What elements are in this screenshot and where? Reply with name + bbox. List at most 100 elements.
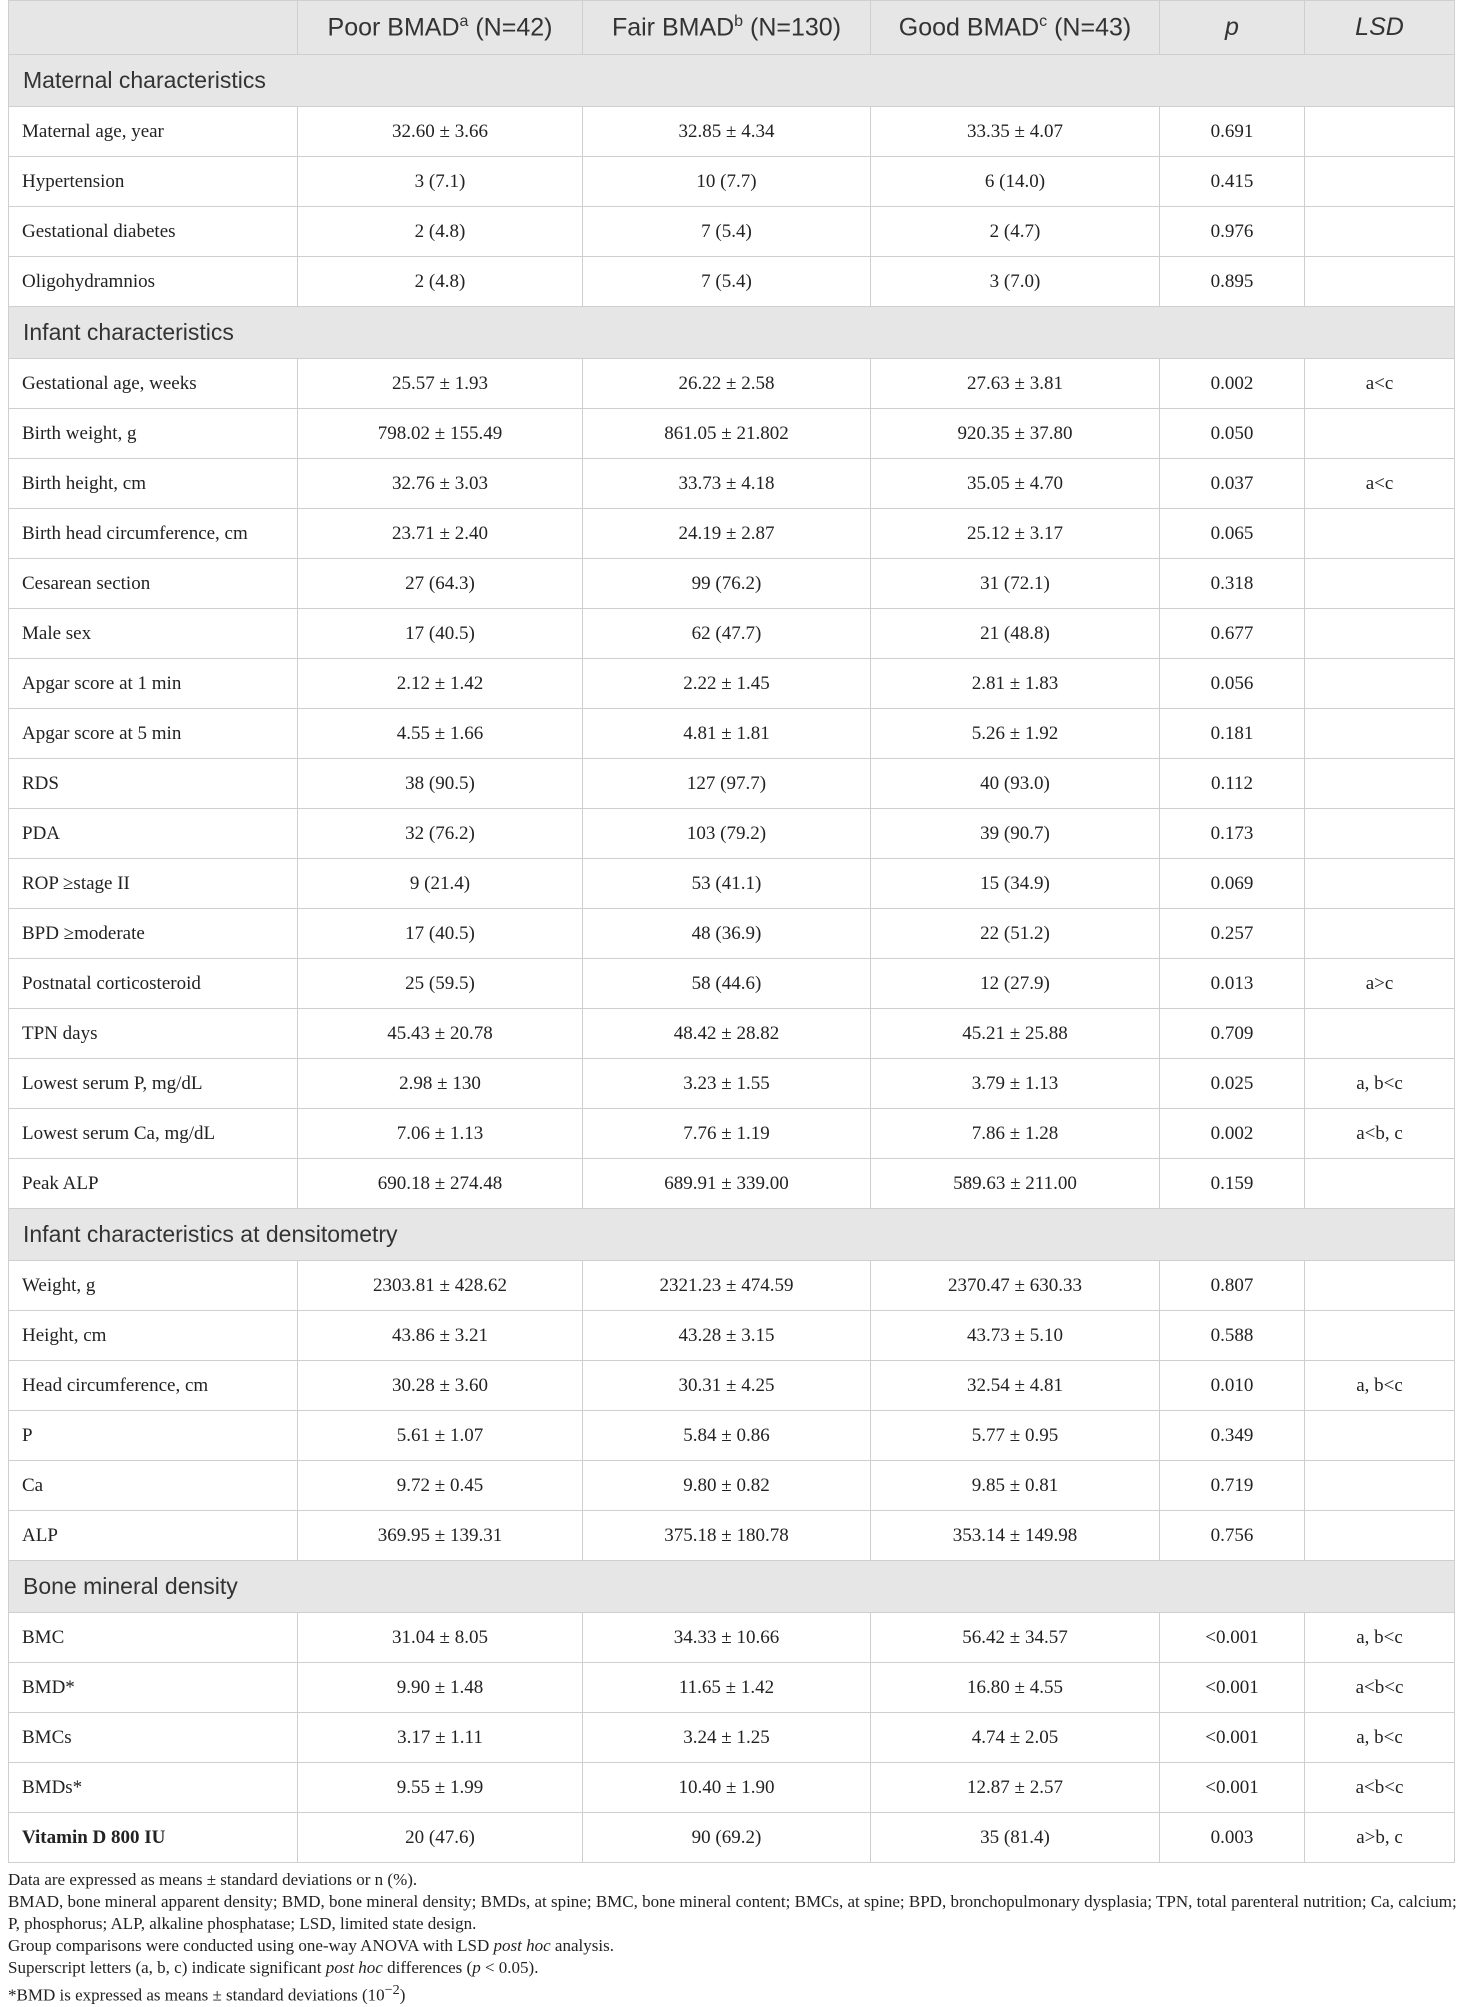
fair-bmad-cell: 103 (79.2) (582, 808, 871, 859)
poor-bmad-cell: 5.61 ± 1.07 (297, 1410, 583, 1461)
fair-bmad-cell: 62 (47.7) (582, 608, 871, 659)
row-label: Peak ALP (8, 1158, 298, 1209)
table-row: Birth weight, g 798.02 ± 155.49 861.05 ± 2… (8, 408, 1455, 459)
row-label: ROP ≥stage II (8, 858, 298, 909)
table-row: Vitamin D 800 IU 20 (47.6) 90 (69.2) 35 (81… (8, 1812, 1455, 1863)
row-label: TPN days (8, 1008, 298, 1059)
good-bmad-cell: 2370.47 ± 630.33 (870, 1260, 1160, 1311)
p-value-cell: <0.001 (1159, 1662, 1305, 1713)
poor-bmad-cell: 25 (59.5) (297, 958, 583, 1009)
good-bmad-cell: 6 (14.0) (870, 156, 1160, 207)
p-value-cell: 0.691 (1159, 106, 1305, 157)
fair-bmad-cell: 3.24 ± 1.25 (582, 1712, 871, 1763)
row-label: Postnatal corticosteroid (8, 958, 298, 1009)
p-value-cell: 0.056 (1159, 658, 1305, 709)
good-bmad-cell: 43.73 ± 5.10 (870, 1310, 1160, 1361)
good-bmad-cell: 32.54 ± 4.81 (870, 1360, 1160, 1411)
poor-bmad-cell: 9.90 ± 1.48 (297, 1662, 583, 1713)
fair-bmad-cell: 53 (41.1) (582, 858, 871, 909)
table-footnotes: Data are expressed as means ± standard d… (8, 1869, 1458, 2007)
table-row: BPD ≥moderate 17 (40.5) 48 (36.9) 22 (51.2)… (8, 908, 1455, 959)
good-bmad-cell: 2.81 ± 1.83 (870, 658, 1160, 709)
table-row: Maternal age, year 32.60 ± 3.66 32.85 ± 4.… (8, 106, 1455, 157)
poor-bmad-cell: 32 (76.2) (297, 808, 583, 859)
header-blank (8, 0, 298, 55)
poor-bmad-cell: 25.57 ± 1.93 (297, 358, 583, 409)
lsd-cell: a>b, c (1304, 1812, 1455, 1863)
poor-bmad-cell: 2.12 ± 1.42 (297, 658, 583, 709)
fair-bmad-cell: 48.42 ± 28.82 (582, 1008, 871, 1059)
lsd-cell (1304, 1510, 1455, 1561)
good-bmad-cell: 56.42 ± 34.57 (870, 1612, 1160, 1663)
p-value-cell: 0.807 (1159, 1260, 1305, 1311)
good-bmad-cell: 27.63 ± 3.81 (870, 358, 1160, 409)
fair-bmad-cell: 7 (5.4) (582, 256, 871, 307)
good-bmad-cell: 5.26 ± 1.92 (870, 708, 1160, 759)
p-value-cell: 0.065 (1159, 508, 1305, 559)
table-row: Apgar score at 1 min 2.12 ± 1.42 2.22 ± 1.… (8, 658, 1455, 709)
p-value-cell: 0.173 (1159, 808, 1305, 859)
table-row: Height, cm 43.86 ± 3.21 43.28 ± 3.15 43.73 … (8, 1310, 1455, 1361)
fair-bmad-cell: 30.31 ± 4.25 (582, 1360, 871, 1411)
row-label: Vitamin D 800 IU (8, 1812, 298, 1863)
table-row: ROP ≥stage II 9 (21.4) 53 (41.1) 15 (34.9) 0… (8, 858, 1455, 909)
fair-bmad-cell: 33.73 ± 4.18 (582, 458, 871, 509)
section-title: Bone mineral density (8, 1560, 1455, 1613)
lsd-cell (1304, 1158, 1455, 1209)
row-label: Gestational diabetes (8, 206, 298, 257)
good-bmad-cell: 35 (81.4) (870, 1812, 1160, 1863)
table-row: Birth height, cm 32.76 ± 3.03 33.73 ± 4.18… (8, 458, 1455, 509)
poor-bmad-cell: 7.06 ± 1.13 (297, 1108, 583, 1159)
table-row: P 5.61 ± 1.07 5.84 ± 0.86 5.77 ± 0.95 0.349 (8, 1410, 1455, 1461)
lsd-cell (1304, 1310, 1455, 1361)
fair-bmad-cell: 7 (5.4) (582, 206, 871, 257)
poor-bmad-cell: 38 (90.5) (297, 758, 583, 809)
row-label: BMDs* (8, 1762, 298, 1813)
table-row: PDA 32 (76.2) 103 (79.2) 39 (90.7) 0.173 (8, 808, 1455, 859)
fair-bmad-cell: 90 (69.2) (582, 1812, 871, 1863)
lsd-cell (1304, 1260, 1455, 1311)
p-value-cell: 0.013 (1159, 958, 1305, 1009)
good-bmad-cell: 3 (7.0) (870, 256, 1160, 307)
row-label: Height, cm (8, 1310, 298, 1361)
fair-bmad-cell: 9.80 ± 0.82 (582, 1460, 871, 1511)
good-bmad-cell: 45.21 ± 25.88 (870, 1008, 1160, 1059)
poor-bmad-cell: 3.17 ± 1.11 (297, 1712, 583, 1763)
poor-bmad-cell: 20 (47.6) (297, 1812, 583, 1863)
fair-bmad-cell: 2.22 ± 1.45 (582, 658, 871, 709)
poor-bmad-cell: 43.86 ± 3.21 (297, 1310, 583, 1361)
fair-bmad-cell: 10.40 ± 1.90 (582, 1762, 871, 1813)
data-table: Poor BMADa (N=42) Fair BMADb (N=130) Goo… (8, 0, 1455, 1863)
lsd-cell (1304, 206, 1455, 257)
poor-bmad-cell: 30.28 ± 3.60 (297, 1360, 583, 1411)
lsd-cell: a, b<c (1304, 1058, 1455, 1109)
p-value-cell: 0.069 (1159, 858, 1305, 909)
p-value-cell: 0.895 (1159, 256, 1305, 307)
table-row: Head circumference, cm 30.28 ± 3.60 30.31 … (8, 1360, 1455, 1411)
lsd-cell (1304, 156, 1455, 207)
poor-bmad-cell: 2303.81 ± 428.62 (297, 1260, 583, 1311)
good-bmad-cell: 25.12 ± 3.17 (870, 508, 1160, 559)
table-row: Lowest serum Ca, mg/dL 7.06 ± 1.13 7.76 ± … (8, 1108, 1455, 1159)
lsd-cell (1304, 558, 1455, 609)
good-bmad-cell: 21 (48.8) (870, 608, 1160, 659)
p-value-cell: 0.010 (1159, 1360, 1305, 1411)
table-row: Gestational diabetes 2 (4.8) 7 (5.4) 2 (4.7… (8, 206, 1455, 257)
p-value-cell: 0.677 (1159, 608, 1305, 659)
lsd-cell (1304, 1410, 1455, 1461)
lsd-cell: a>c (1304, 958, 1455, 1009)
p-value-cell: 0.050 (1159, 408, 1305, 459)
poor-bmad-cell: 17 (40.5) (297, 608, 583, 659)
p-value-cell: 0.159 (1159, 1158, 1305, 1209)
row-label: Head circumference, cm (8, 1360, 298, 1411)
fair-bmad-cell: 2321.23 ± 474.59 (582, 1260, 871, 1311)
good-bmad-cell: 33.35 ± 4.07 (870, 106, 1160, 157)
good-bmad-cell: 39 (90.7) (870, 808, 1160, 859)
poor-bmad-cell: 2 (4.8) (297, 206, 583, 257)
lsd-cell: a<b<c (1304, 1762, 1455, 1813)
row-label: Birth head circumference, cm (8, 508, 298, 559)
lsd-cell: a, b<c (1304, 1712, 1455, 1763)
row-label: BPD ≥moderate (8, 908, 298, 959)
fair-bmad-cell: 861.05 ± 21.802 (582, 408, 871, 459)
row-label: Lowest serum Ca, mg/dL (8, 1108, 298, 1159)
